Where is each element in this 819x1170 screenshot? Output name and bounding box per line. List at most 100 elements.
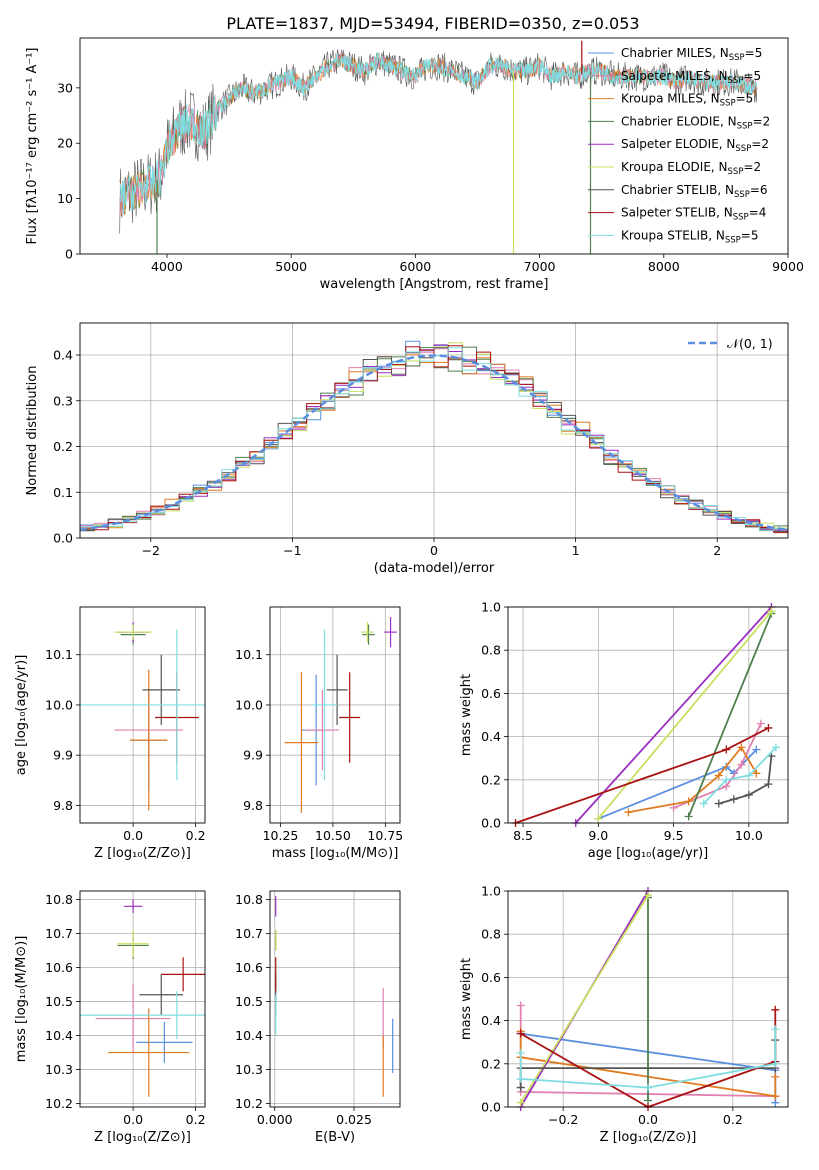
x-axis-label: wavelength [Angstrom, rest frame] xyxy=(320,277,549,292)
x-axis-label: mass [log₁₀(M/M⊙)] xyxy=(272,846,399,861)
y-tick-label: 10.4 xyxy=(235,1028,263,1043)
x-tick-label: 0.2 xyxy=(186,828,206,843)
y-tick-label: 9.8 xyxy=(243,798,263,813)
y-tick-label: 10.3 xyxy=(45,1062,73,1077)
series-marker xyxy=(516,1098,525,1107)
x-tick-label: 0.0 xyxy=(123,828,143,843)
series-marker xyxy=(516,1083,525,1092)
x-tick-label: 9.0 xyxy=(588,828,608,843)
series-marker xyxy=(771,1092,780,1101)
y-tick-label: 10.3 xyxy=(235,1062,263,1077)
series-marker xyxy=(737,743,746,752)
series-marker xyxy=(516,1049,525,1057)
series-marker xyxy=(714,799,723,808)
mass-vs-Z-panel: 0.0 0.2 10.2 10.3 10.4 10.5 10.6 10.7 10.8 Z [log… xyxy=(14,890,206,1145)
series-marker xyxy=(764,723,773,732)
y-tick-label: 0.0 xyxy=(481,816,501,831)
axes-frame xyxy=(79,606,206,824)
mass-vs-ebv-panel: 0.000 0.025 10.2 10.3 10.4 10.5 10.6 10.7 10.8 E(… xyxy=(235,890,401,1145)
y-tick-label: 10.7 xyxy=(235,926,263,941)
series-marker xyxy=(714,771,723,780)
legend-label: Salpeter STELIB, NSSP=4 xyxy=(621,206,766,223)
y-tick-label: 10.4 xyxy=(45,1028,73,1043)
x-tick-label: 10.0 xyxy=(735,828,763,843)
y-tick-label: 0.2 xyxy=(481,1056,501,1071)
series-marker xyxy=(722,745,731,754)
y-tick-label: 10.8 xyxy=(235,892,263,907)
series-marker xyxy=(764,780,773,789)
series-marker xyxy=(684,797,693,806)
x-tick-label: 8000 xyxy=(648,259,680,274)
x-tick-label: 0.2 xyxy=(186,1112,206,1127)
legend-label: Kroupa MILES, NSSP=5 xyxy=(621,92,753,109)
legend-label: Salpeter ELODIE, NSSP=2 xyxy=(621,137,769,154)
series-line xyxy=(673,723,762,809)
x-tick-label: 10.25 xyxy=(263,828,299,843)
y-tick-label: 10.6 xyxy=(45,960,73,975)
x-axis-label: Z [log₁₀(Z/Z⊙)] xyxy=(600,1130,697,1145)
legend-label: Chabrier MILES, NSSP=5 xyxy=(621,46,762,63)
x-axis-label: E(B-V) xyxy=(315,1130,355,1145)
y-tick-label: 1.0 xyxy=(481,600,501,615)
x-tick-label: 10.50 xyxy=(315,828,351,843)
x-tick-label: 10.75 xyxy=(367,828,403,843)
age-vs-mass-panel: 10.25 10.50 10.75 9.8 9.9 10.0 10.1 mass [log₁₀… xyxy=(235,606,403,861)
y-tick-label: 10.1 xyxy=(235,647,263,662)
series-line xyxy=(597,748,758,820)
y-tick-label: 10.0 xyxy=(235,697,263,712)
y-tick-label: 10.6 xyxy=(235,960,263,975)
y-tick-label: 10.1 xyxy=(45,647,73,662)
series-marker xyxy=(752,745,761,754)
y-tick-label: 0.4 xyxy=(481,729,501,744)
series-marker xyxy=(744,790,753,799)
y-tick-label: 0.0 xyxy=(481,1100,501,1115)
x-tick-label: 4000 xyxy=(151,259,183,274)
series-marker xyxy=(756,719,765,728)
y-tick-label: 10.2 xyxy=(45,1096,73,1111)
figure-title: PLATE=1837, MJD=53494, FIBERID=0350, z=0… xyxy=(226,14,639,33)
x-axis-label: age [log₁₀(age/yr)] xyxy=(588,846,709,861)
mass-weight-vs-Z-panel: −0.2 0.0 0.2 0.0 0.2 0.4 0.6 0.8 1.0 Z [log₁₀(Z/Z… xyxy=(459,884,789,1145)
legend-label: Salpeter MILES, NSSP=5 xyxy=(621,69,761,86)
x-axis-label: (data-model)/error xyxy=(374,561,495,576)
legend-label: Chabrier STELIB, NSSP=6 xyxy=(621,183,768,200)
series-marker xyxy=(722,775,731,784)
y-tick-label: 10.8 xyxy=(45,892,73,907)
x-tick-label: 9.5 xyxy=(664,828,684,843)
y-tick-label: 20 xyxy=(57,136,73,151)
y-tick-label: 10.5 xyxy=(235,994,263,1009)
y-axis-label: mass [log₁₀(M/M⊙)] xyxy=(14,936,29,1063)
x-tick-label: 9000 xyxy=(772,259,804,274)
series-marker xyxy=(771,1005,780,1014)
y-tick-label: 0.3 xyxy=(53,393,73,408)
x-tick-label: 1 xyxy=(572,543,580,558)
series-line xyxy=(703,746,777,805)
y-tick-label: 0.6 xyxy=(481,686,501,701)
x-tick-label: −1 xyxy=(283,543,301,558)
y-tick-label: 10 xyxy=(57,191,73,206)
series-marker xyxy=(737,760,746,769)
legend-label: 𝒩(0, 1) xyxy=(727,336,773,351)
series-marker xyxy=(752,769,761,778)
y-tick-label: 10.0 xyxy=(45,697,73,712)
y-tick-label: 0.8 xyxy=(481,927,501,942)
series-marker xyxy=(771,743,780,752)
series-marker xyxy=(594,814,603,823)
series-marker xyxy=(516,1029,525,1038)
x-tick-label: 2 xyxy=(713,543,721,558)
x-tick-label: 0.0 xyxy=(638,1112,658,1127)
axes-frame xyxy=(79,322,789,539)
y-tick-label: 0.0 xyxy=(53,531,73,546)
y-axis-label: mass weight xyxy=(459,674,474,756)
legend-label: Chabrier ELODIE, NSSP=2 xyxy=(621,114,770,131)
x-tick-label: 6000 xyxy=(399,259,431,274)
x-axis-label: Z [log₁₀(Z/Z⊙)] xyxy=(94,846,191,861)
y-tick-label: 0.4 xyxy=(481,1013,501,1028)
legend-label: Kroupa STELIB, NSSP=5 xyxy=(621,228,759,245)
y-tick-label: 0.2 xyxy=(481,772,501,787)
x-axis-label: Z [log₁₀(Z/Z⊙)] xyxy=(94,1130,191,1145)
y-tick-label: 9.9 xyxy=(243,748,263,763)
series-marker xyxy=(516,1001,525,1010)
y-tick-label: 0.8 xyxy=(481,643,501,658)
mass-weight-vs-age-panel: 8.5 9.0 9.5 10.0 0.0 0.2 0.4 0.6 0.8 1.0 age [log₁… xyxy=(459,600,789,861)
